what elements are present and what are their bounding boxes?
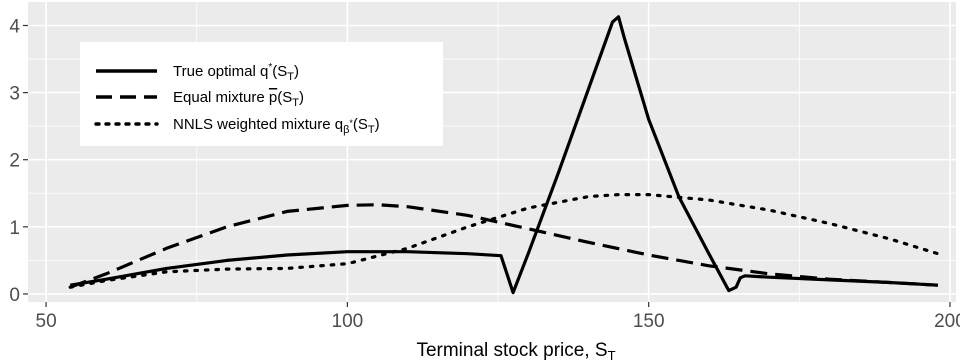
- series-line-true_optimal: [69, 15, 938, 295]
- y-tick-label: 2: [9, 151, 20, 172]
- legend-label-equal-mixture: Equal mixture p(ST): [173, 89, 304, 109]
- x-tick-label: 150: [633, 311, 665, 332]
- legend-label-nnls-mixture: NNLS weighted mixture qβ*(ST): [173, 116, 380, 136]
- data-series: [68, 15, 940, 295]
- series-line-equal_mixture: [69, 203, 938, 289]
- x-tick-label: 200: [934, 311, 960, 332]
- y-tick-label: 1: [9, 218, 20, 239]
- x-tick-label: 100: [332, 311, 364, 332]
- axes: 50 100 150 200 0 1 2 3 4: [9, 16, 960, 332]
- legend-box: [80, 42, 443, 146]
- legend-label-true-optimal: True optimal q*(ST): [173, 62, 299, 83]
- x-tick-label: 50: [36, 311, 57, 332]
- x-axis-title: Terminal stock price, ST: [416, 340, 615, 362]
- y-tick-label: 0: [9, 285, 20, 306]
- legend: True optimal q*(ST) Equal mixture p(ST) …: [80, 42, 443, 146]
- series-line-nnls_mixture: [68, 193, 940, 289]
- y-tick-label: 4: [9, 16, 20, 37]
- y-tick-label: 3: [9, 84, 20, 105]
